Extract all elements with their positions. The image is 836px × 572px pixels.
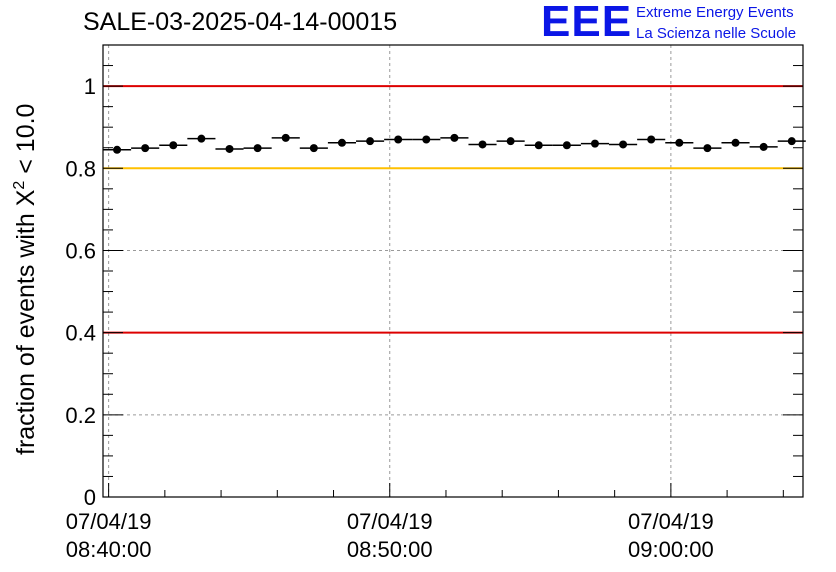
- y-axis-label-sup: 2: [11, 181, 28, 190]
- data-point: [141, 144, 150, 153]
- data-point: [647, 135, 656, 144]
- grid-layer: [103, 45, 803, 497]
- y-tick-label: 0.4: [65, 321, 96, 346]
- data-point: [562, 141, 571, 150]
- data-point: [281, 133, 290, 142]
- logo-subtitle-2: La Scienza nelle Scuole: [636, 25, 797, 42]
- x-tick-time: 09:00:00: [628, 537, 714, 562]
- data-point: [703, 144, 712, 153]
- data-point: [675, 138, 684, 147]
- x-tick-time: 08:40:00: [66, 537, 152, 562]
- data-point: [422, 135, 431, 144]
- data-point: [450, 133, 459, 142]
- data-point: [590, 139, 599, 148]
- reference-lines-layer: [103, 85, 803, 334]
- y-axis-label: fraction of events with X2 < 10.0: [11, 104, 40, 455]
- x-tick-date: 07/04/19: [628, 509, 714, 534]
- y-tick-label: 0.8: [65, 156, 96, 181]
- data-point: [619, 140, 628, 149]
- x-tick-time: 08:50:00: [347, 537, 433, 562]
- data-point: [506, 137, 515, 146]
- y-axis-label-suffix: < 10.0: [12, 104, 40, 181]
- data-point: [197, 134, 206, 143]
- y-axis-label-prefix: fraction of events with X: [12, 189, 40, 455]
- logo-subtitle-1: Extreme Energy Events: [636, 4, 794, 21]
- data-point: [169, 141, 178, 150]
- data-point: [366, 137, 375, 146]
- eee-logo: EEE: [541, 0, 633, 46]
- data-point: [253, 144, 262, 153]
- data-point: [731, 138, 740, 147]
- data-points-layer: [103, 133, 806, 154]
- data-point: [759, 142, 768, 151]
- y-tick-label: 0: [84, 485, 96, 510]
- y-tick-label: 1: [84, 74, 96, 99]
- data-point: [478, 140, 487, 149]
- y-tick-label: 0.2: [65, 403, 96, 428]
- data-point: [534, 141, 543, 150]
- ticks-layer: 0 0.2 0.4 0.6 0.8 1 07/04/19 08:40:00 07/04/19 08…: [65, 65, 803, 562]
- chart-title: SALE-03-2025-04-14-00015: [83, 8, 398, 36]
- data-point: [337, 138, 346, 147]
- x-tick-date: 07/04/19: [66, 509, 152, 534]
- axes-layer: [102, 44, 804, 498]
- data-point: [225, 144, 234, 153]
- plot-frame: [102, 44, 804, 498]
- data-point: [309, 144, 318, 153]
- data-point: [394, 135, 403, 144]
- x-tick-date: 07/04/19: [347, 509, 433, 534]
- y-tick-label: 0.6: [65, 238, 96, 263]
- data-point: [113, 145, 122, 154]
- data-point: [787, 137, 796, 146]
